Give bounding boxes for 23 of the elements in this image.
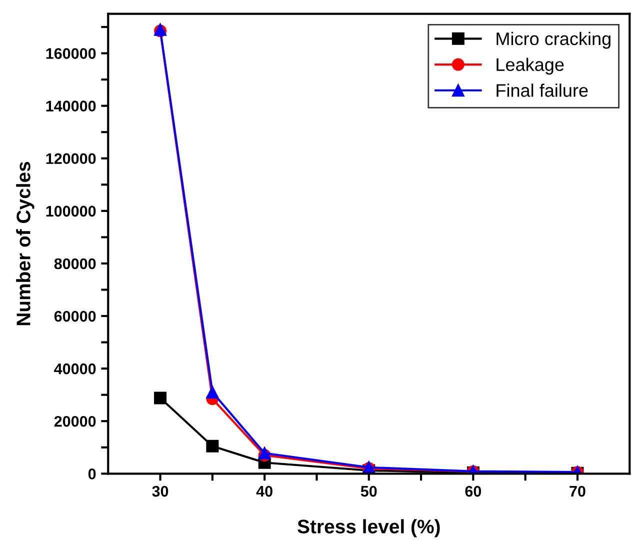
point [206,386,219,398]
y-tick-label: 20000 [54,416,96,427]
legend-label: Final failure [496,84,588,97]
y-tick-label: 40000 [54,363,96,374]
x-tick-label: 50 [360,486,377,497]
x-tick-label: 40 [256,486,272,497]
point [258,446,271,460]
y-tick-label: 120000 [46,153,96,164]
point [206,440,219,452]
y-tick-label: 80000 [54,258,96,270]
x-axis-title: Stress level (%) [298,519,440,538]
y-tick-label: 140000 [46,100,96,112]
legend-label: Leakage [496,58,564,75]
y-tick-label: 160000 [46,48,96,59]
y-axis-title: Number of Cycles [16,162,34,326]
x-tick-label: 60 [465,486,482,497]
x-tick-label: 70 [570,486,586,497]
y-tick-label: 0 [88,468,96,480]
legend-label: Micro cracking [496,32,610,49]
x-tick-label: 30 [152,486,168,497]
point [154,392,167,404]
y-tick-label: 100000 [46,206,96,217]
y-tick-label: 60000 [54,310,96,322]
